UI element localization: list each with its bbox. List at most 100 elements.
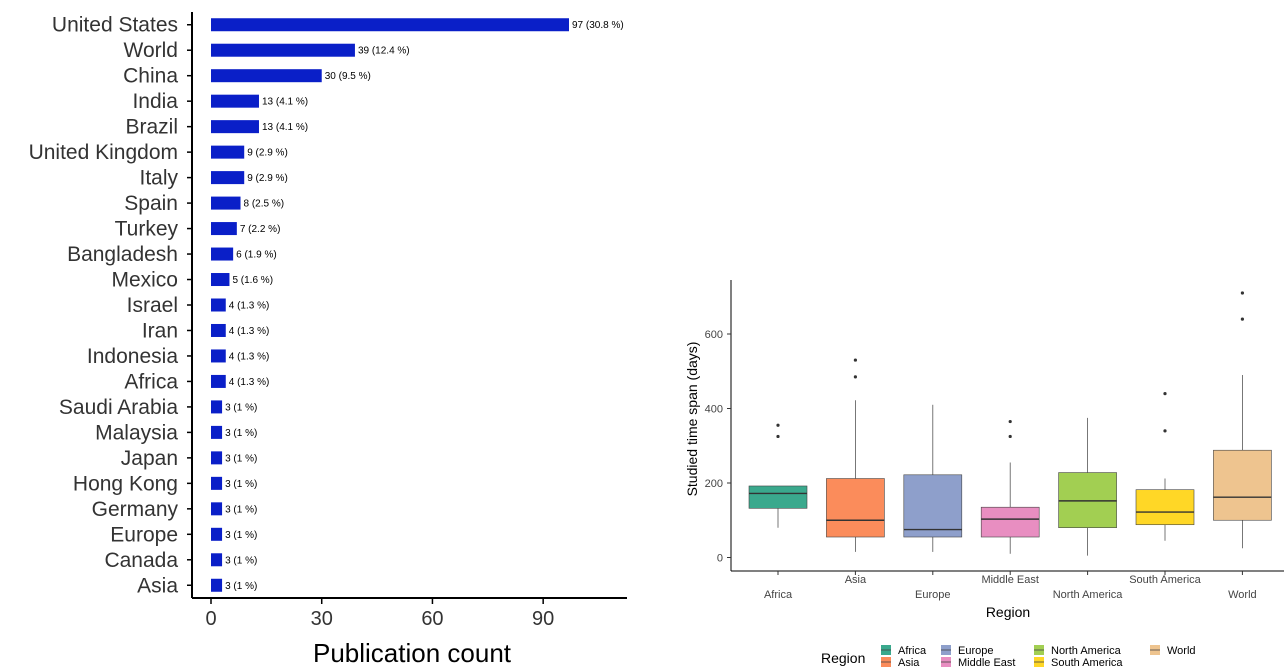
box bbox=[980, 506, 1040, 538]
bar-category-label: Asia bbox=[137, 574, 178, 597]
bar bbox=[211, 527, 223, 541]
legend-label: Europe bbox=[958, 645, 993, 657]
outlier-point bbox=[853, 375, 857, 379]
bar-data-label: 13 (4.1 %) bbox=[262, 97, 308, 108]
bar bbox=[211, 374, 226, 388]
bar-chart-x-tick-label: 60 bbox=[421, 608, 443, 630]
bar bbox=[211, 349, 226, 363]
outlier-point bbox=[1240, 317, 1244, 321]
bar-category-label: India bbox=[132, 90, 178, 113]
bar bbox=[211, 451, 223, 465]
box-layer: 0 200 400 600 Africa Asia Europe Middle East Nor… bbox=[705, 280, 1284, 601]
box-plot-y-tick-label: 400 bbox=[705, 404, 723, 416]
bar-category-label: Italy bbox=[139, 167, 178, 190]
legend-label: World bbox=[1167, 645, 1196, 657]
bar-data-label: 6 (1.9 %) bbox=[236, 250, 277, 261]
bar bbox=[211, 18, 569, 32]
bar-data-label: 4 (1.3 %) bbox=[229, 351, 270, 362]
bar-data-label: 4 (1.3 %) bbox=[229, 301, 270, 312]
bar-category-label: Israel bbox=[127, 294, 178, 317]
legend-label: South America bbox=[1051, 657, 1123, 669]
outlier-point bbox=[1008, 419, 1012, 424]
box-plot-x-tick-label: Middle East bbox=[981, 574, 1038, 586]
bar-category-label: Bangladesh bbox=[67, 243, 178, 266]
bar bbox=[211, 400, 223, 414]
bar-category-label: Brazil bbox=[125, 116, 178, 139]
box-plot-x-tick-label: Europe bbox=[915, 589, 950, 601]
box-plot-x-axis-title: Region bbox=[986, 604, 1030, 620]
bar-category-label: China bbox=[123, 65, 178, 88]
bar-category-label: United States bbox=[52, 14, 178, 37]
bar bbox=[211, 553, 223, 567]
bar-category-label: Japan bbox=[121, 447, 178, 470]
bar-chart-x-tick-label: 30 bbox=[311, 608, 333, 630]
bar-data-label: 8 (2.5 %) bbox=[244, 199, 285, 210]
outlier-point bbox=[853, 358, 857, 362]
legend-label: Middle East bbox=[958, 657, 1015, 669]
legend-label: Asia bbox=[898, 657, 920, 669]
bar-data-label: 4 (1.3 %) bbox=[229, 326, 270, 337]
bar bbox=[211, 273, 230, 287]
bar-category-label: Indonesia bbox=[87, 345, 178, 368]
bar bbox=[211, 69, 322, 83]
bar-data-label: 3 (1 %) bbox=[225, 428, 257, 439]
bar-category-label: Turkey bbox=[115, 218, 179, 241]
box bbox=[748, 485, 808, 509]
bar-data-label: 30 (9.5 %) bbox=[325, 71, 371, 82]
bar bbox=[211, 94, 259, 108]
outlier-point bbox=[1163, 392, 1167, 396]
bar-chart-x-tick-label: 0 bbox=[205, 608, 216, 630]
bar-data-label: 4 (1.3 %) bbox=[229, 377, 270, 388]
box bbox=[826, 478, 885, 538]
bar-data-label: 39 (12.4 %) bbox=[358, 46, 410, 57]
bar-category-label: Malaysia bbox=[95, 421, 178, 444]
bar-data-label: 9 (2.9 %) bbox=[247, 173, 288, 184]
outlier-point bbox=[1008, 434, 1012, 439]
bar-data-label: 9 (2.9 %) bbox=[247, 148, 288, 159]
bar-data-label: 3 (1 %) bbox=[225, 453, 257, 464]
bar-category-label: World bbox=[124, 39, 178, 62]
bar-category-label: Europe bbox=[110, 523, 178, 546]
box-plot-y-tick-label: 0 bbox=[717, 553, 723, 565]
bar-chart-x-tick-label: 90 bbox=[532, 608, 554, 630]
bar-category-label: Hong Kong bbox=[73, 472, 178, 495]
bar-data-label: 7 (2.2 %) bbox=[240, 224, 281, 235]
box-plot-x-tick-label: North America bbox=[1053, 589, 1124, 601]
bar bbox=[211, 502, 223, 516]
box-plot-y-tick-label: 600 bbox=[705, 329, 723, 341]
bar bbox=[211, 578, 223, 592]
bar bbox=[211, 171, 245, 185]
box bbox=[1058, 472, 1117, 529]
bar-category-label: Germany bbox=[92, 498, 179, 521]
bar-data-label: 3 (1 %) bbox=[225, 504, 257, 515]
bar-data-label: 3 (1 %) bbox=[225, 581, 257, 592]
bar-data-label: 97 (30.8 %) bbox=[572, 20, 624, 31]
bar-category-label: Mexico bbox=[111, 269, 178, 292]
bar bbox=[211, 247, 234, 261]
bar bbox=[211, 425, 223, 439]
bar-category-label: Iran bbox=[142, 319, 178, 342]
bar-category-label: Spain bbox=[124, 192, 178, 215]
bar-category-label: Saudi Arabia bbox=[59, 396, 178, 419]
bar-layer: United States 97 (30.8 %) World 39 (12.4 %)… bbox=[29, 12, 627, 630]
bar bbox=[211, 323, 226, 337]
box bbox=[1213, 449, 1272, 521]
box bbox=[1135, 489, 1195, 526]
outlier-point bbox=[776, 434, 780, 439]
box-plot-y-tick-label: 200 bbox=[705, 478, 723, 490]
bar bbox=[211, 145, 245, 159]
bar-data-label: 3 (1 %) bbox=[225, 402, 257, 413]
bar-data-label: 5 (1.6 %) bbox=[232, 275, 273, 286]
bar-chart-x-axis-title: Publication count bbox=[313, 638, 512, 668]
box bbox=[903, 474, 963, 538]
legend-label: North America bbox=[1051, 645, 1122, 657]
legend-title: Region bbox=[821, 650, 865, 666]
bar bbox=[211, 298, 226, 312]
bar bbox=[211, 120, 259, 134]
bar-data-label: 3 (1 %) bbox=[225, 555, 257, 566]
bar-data-label: 3 (1 %) bbox=[225, 479, 257, 490]
bar-category-label: Canada bbox=[104, 549, 178, 572]
bar-data-label: 3 (1 %) bbox=[225, 530, 257, 541]
